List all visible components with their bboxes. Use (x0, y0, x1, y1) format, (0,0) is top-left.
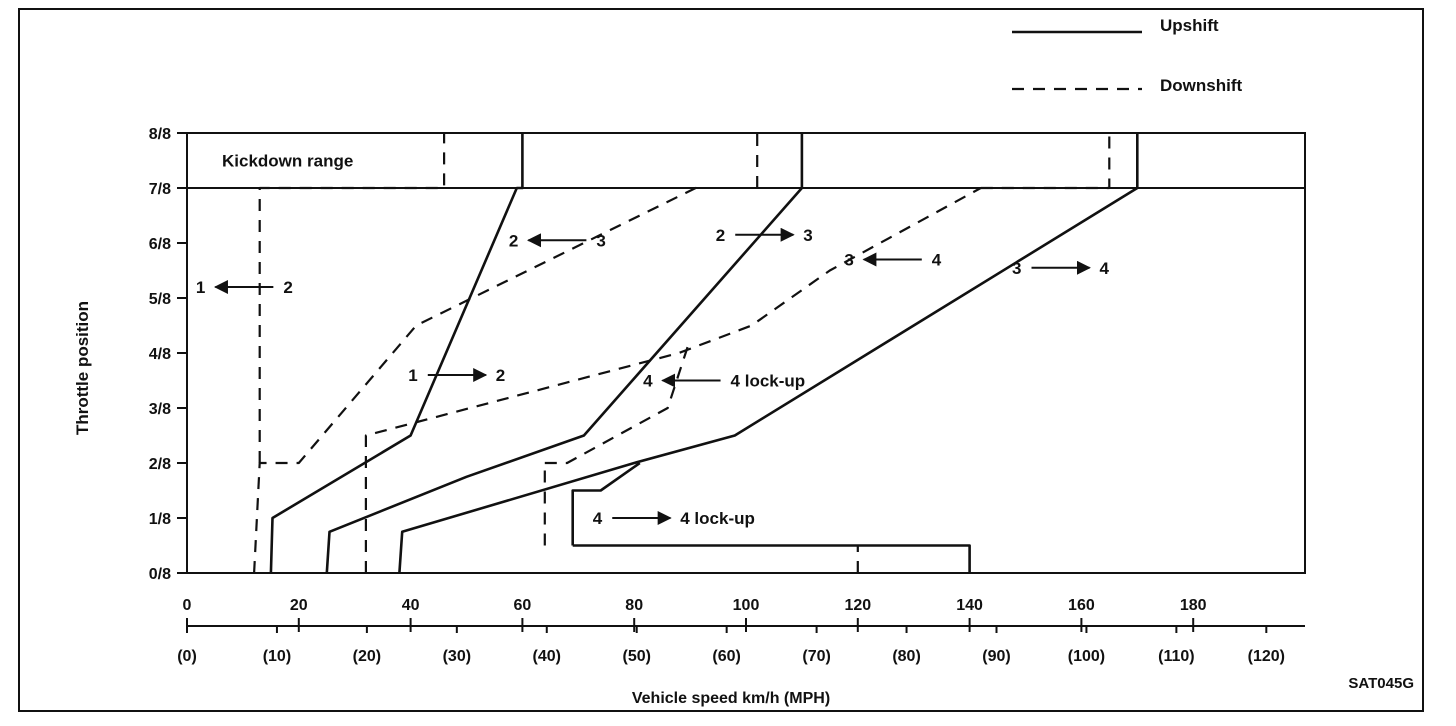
annotation-from-label: 2 (509, 231, 518, 250)
y-tick-label: 4/8 (149, 346, 171, 363)
series-line-downshift-10 (980, 133, 1111, 190)
mph-tick-label: (10) (263, 648, 291, 665)
annotation-to-label: 2 (283, 278, 292, 297)
mph-tick-label: (110) (1158, 648, 1194, 665)
kmh-tick-label: 160 (1068, 597, 1095, 614)
legend-upshift-label: Upshift (1160, 16, 1219, 35)
figure-frame (18, 8, 1424, 712)
figure-code: SAT045G (1348, 675, 1414, 692)
axes: Kickdown range 0/8 1/8 2/8 3/8 4/8 5/8 6/8 7/8 8/… (149, 126, 1306, 665)
kmh-tick-label: 180 (1180, 597, 1207, 614)
annotation-to-label: 4 lock-up (731, 372, 806, 391)
annotation-to-label: 4 (932, 251, 942, 270)
mph-tick-label: (30) (443, 648, 471, 665)
series-line-downshift-9 (544, 338, 692, 465)
y-tick-label: 3/8 (149, 401, 171, 418)
y-tick-label: 2/8 (149, 456, 171, 473)
kmh-tick-label: 140 (956, 597, 983, 614)
series-line-downshift-7 (364, 187, 982, 573)
kmh-tick-label: 0 (183, 597, 192, 614)
mph-tick-label: (80) (892, 648, 920, 665)
annotation-from-label: 1 (196, 278, 205, 297)
annotation-to-label: 4 lock-up (680, 509, 755, 528)
legend-downshift-label: Downshift (1160, 76, 1242, 95)
mph-tick-label: (100) (1068, 648, 1105, 665)
annotation-from-label: 4 (643, 372, 653, 391)
plot-area (186, 132, 1306, 574)
mph-tick-label: (60) (712, 648, 740, 665)
annotation-from-label: 1 (408, 366, 417, 385)
legend: Upshift Downshift (1012, 16, 1242, 95)
kmh-tick-label: 120 (844, 597, 871, 614)
y-tick-label: 6/8 (149, 236, 171, 253)
shift-annotations: 1 22 3 2 33 4 3 41 2 4 4 lock-up4 4 lock-up (196, 226, 1110, 528)
mph-tick-label: (40) (533, 648, 561, 665)
shift-annotation-7: 4 4 lock-up (593, 509, 755, 528)
mph-tick-label: (120) (1248, 648, 1285, 665)
kmh-tick-label: 20 (290, 597, 308, 614)
kmh-tick-label: 100 (733, 597, 760, 614)
x-axis-label: Vehicle speed km/h (MPH) (632, 690, 830, 707)
y-tick-label: 7/8 (149, 181, 171, 198)
annotation-from-label: 2 (716, 226, 725, 245)
kmh-tick-label: 80 (625, 597, 643, 614)
annotation-to-label: 3 (596, 231, 605, 250)
series-line-upshift-1 (325, 133, 804, 574)
series-line-upshift-4 (572, 544, 971, 573)
kmh-tick-label: 60 (514, 597, 532, 614)
series-lines (253, 133, 1139, 574)
y-tick-label: 8/8 (149, 126, 171, 143)
series-line-downshift-5 (253, 186, 702, 574)
shift-annotation-6: 4 4 lock-up (643, 372, 805, 391)
series-line-upshift-2 (398, 133, 1139, 574)
y-axis-label: Throttle position (73, 301, 92, 435)
mph-tick-label: (20) (353, 648, 381, 665)
annotation-from-label: 4 (593, 509, 603, 528)
annotation-to-label: 3 (803, 226, 812, 245)
y-tick-label: 0/8 (149, 566, 171, 583)
y-tick-label: 1/8 (149, 511, 171, 528)
annotation-from-label: 3 (1012, 259, 1021, 278)
mph-tick-label: (90) (982, 648, 1010, 665)
mph-tick-label: (50) (622, 648, 650, 665)
kmh-tick-label: 40 (402, 597, 420, 614)
series-line-downshift-6 (258, 133, 446, 463)
annotation-to-label: 2 (496, 366, 505, 385)
annotation-from-label: 3 (844, 251, 853, 270)
series-line-upshift-3 (571, 461, 641, 546)
kickdown-range-label: Kickdown range (222, 152, 353, 171)
y-tick-label: 5/8 (149, 291, 171, 308)
mph-tick-label: (70) (802, 648, 830, 665)
annotation-to-label: 4 (1100, 259, 1110, 278)
mph-tick-label: (0) (177, 648, 197, 665)
series-line-upshift-0 (269, 133, 524, 574)
